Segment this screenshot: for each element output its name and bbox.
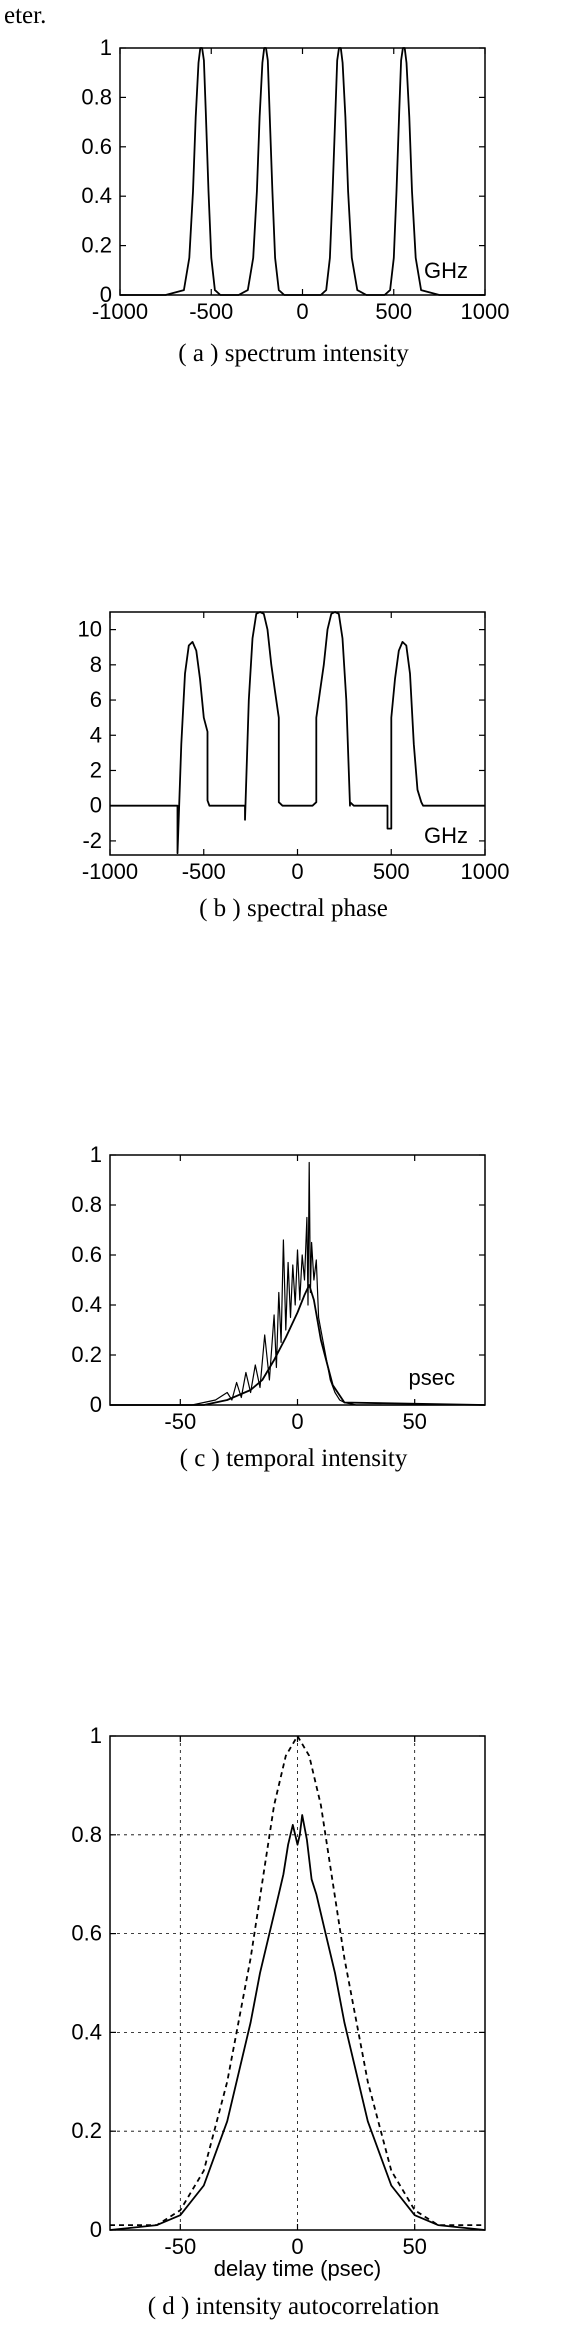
y-tick-label: 0.6: [71, 1242, 102, 1267]
y-tick-label: 0: [90, 793, 102, 818]
y-tick-label: 2: [90, 757, 102, 782]
series-line-1: [109, 1814, 486, 2231]
series-line-2: [110, 1735, 485, 2227]
y-tick-label: 0.6: [81, 134, 112, 159]
x-tick-label: 500: [375, 299, 412, 324]
y-tick-label: 0.2: [81, 233, 112, 258]
chart-panel-b: -1000 -500 0 500 1000 -2 0 2 4 6 8 10 GHz ( b ) spec…: [0, 0, 587, 922]
chart-panel-a: -1000 -500 0 500 1000 0 0.2 0.4 0.6 0.8 1 GHz ( a )…: [0, 0, 587, 390]
x-tick-label: 0: [291, 1409, 303, 1434]
unit-label: psec: [409, 1365, 455, 1390]
chart-c-plot: -50 0 50 0 0.2 0.4 0.6 0.8 1 psec: [71, 1142, 486, 1434]
y-tick-label: 1: [100, 35, 112, 60]
x-tick-label: 1000: [461, 859, 510, 884]
y-tick-label: 0.4: [71, 2019, 102, 2044]
chart-panel-c: -50 0 50 0 0.2 0.4 0.6 0.8 1 psec ( c ) temporal …: [71, 1142, 486, 1472]
chart-c-caption: ( c ) temporal intensity: [179, 1445, 408, 1472]
x-tick-label: 1000: [461, 299, 510, 324]
x-tick-label: 50: [402, 1409, 426, 1434]
x-tick-label: 0: [296, 299, 308, 324]
y-tick-label: 0.8: [81, 84, 112, 109]
y-tick-label: 0: [100, 282, 112, 307]
y-tick-label: 0: [90, 2217, 102, 2242]
unit-label: GHz: [424, 823, 468, 848]
y-tick-label: 0.2: [71, 1342, 102, 1367]
x-tick-label: -1000: [82, 859, 138, 884]
x-tick-label: 0: [291, 2234, 303, 2259]
x-tick-label: -50: [164, 2234, 196, 2259]
chart-d-caption: ( d ) intensity autocorrelation: [147, 2293, 440, 2320]
series-line-2: [110, 1284, 486, 1406]
x-tick-label: 0: [291, 859, 303, 884]
y-tick-label: 4: [90, 722, 102, 747]
x-tick-label: 500: [373, 859, 410, 884]
chart-a-caption: ( a ) spectrum intensity: [178, 340, 409, 367]
y-tick-label: 0.4: [71, 1292, 102, 1317]
chart-a-plot: -1000 -500 0 500 1000 0 0.2 0.4 0.6 0.8 1 GHz: [81, 35, 510, 324]
y-tick-label: 1: [90, 1142, 102, 1167]
x-axis-label: delay time (psec): [214, 2256, 382, 2281]
y-tick-label: 0.6: [71, 1921, 102, 1946]
y-tick-label: 0.8: [71, 1192, 102, 1217]
y-tick-label: 0.8: [71, 1822, 102, 1847]
unit-label: GHz: [424, 258, 468, 283]
page-fragment-text: eter.: [4, 2, 47, 29]
chart-b-caption: ( b ) spectral phase: [199, 895, 388, 922]
y-tick-label: 0.2: [71, 2118, 102, 2143]
x-tick-label: -500: [182, 859, 226, 884]
y-tick-label: 6: [90, 687, 102, 712]
y-tick-label: 0.4: [81, 183, 112, 208]
chart-b-plot: -1000 -500 0 500 1000 -2 0 2 4 6 8 10 GHz: [78, 611, 510, 884]
x-tick-label: -50: [164, 1409, 196, 1434]
series-line-1: [120, 47, 485, 296]
series-line-1: [110, 611, 485, 855]
x-tick-label: -1000: [92, 299, 148, 324]
y-tick-label: 10: [78, 617, 102, 642]
y-tick-label: 0: [90, 1392, 102, 1417]
y-tick-label: -2: [82, 828, 102, 853]
y-tick-label: 1: [90, 1723, 102, 1748]
x-tick-label: 50: [402, 2234, 426, 2259]
y-tick-label: 8: [90, 652, 102, 677]
x-tick-label: -500: [189, 299, 233, 324]
